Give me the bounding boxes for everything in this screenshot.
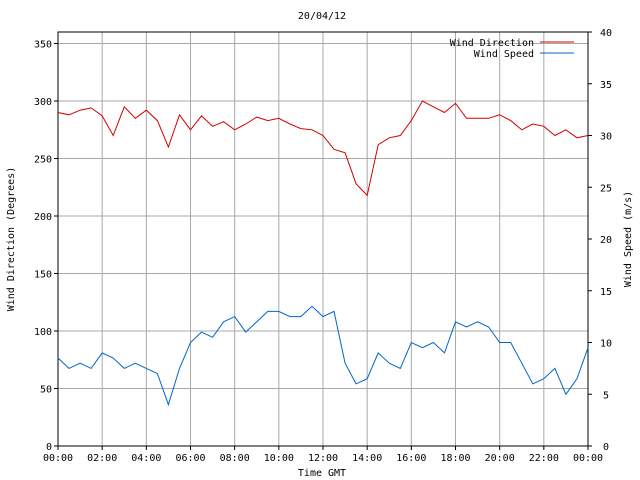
chart-axes: 00:00 02:00 04:00 06:00 08:00 10:00 12:00 14:00… [34, 28, 612, 464]
y-left-tick-label: 200 [34, 212, 52, 223]
y-right-tick-label: 10 [600, 339, 612, 350]
chart-series [57, 100, 589, 407]
chart-grid [57, 32, 589, 447]
x-tick-label: 02:00 [87, 453, 117, 464]
y-left-tick-label: 150 [34, 270, 52, 281]
x-tick-label: 20:00 [485, 453, 515, 464]
y-left-tick-label: 250 [34, 155, 52, 166]
x-tick-label: 18:00 [440, 453, 470, 464]
y-right-tick-label: 5 [603, 390, 609, 401]
y-right-tick-label: 40 [600, 28, 612, 39]
y-left-tick-label: 0 [46, 442, 52, 453]
series-line-wind-speed [57, 305, 589, 407]
chart-title: 20/04/12 [298, 11, 346, 22]
x-tick-label: 04:00 [131, 453, 161, 464]
y-right-tick-label: 25 [600, 183, 612, 194]
y-right-tick-label: 0 [603, 442, 609, 453]
y-left-tick-label: 350 [34, 40, 52, 51]
y-right-tick-label: 15 [600, 287, 612, 298]
legend-label-wind-direction: Wind Direction [450, 38, 534, 49]
x-tick-label: 08:00 [220, 453, 250, 464]
x-tick-label: 00:00 [573, 453, 603, 464]
x-tick-label: 06:00 [175, 453, 205, 464]
chart-legend: Wind Direction Wind Speed [450, 38, 574, 60]
x-tick-label: 10:00 [264, 453, 294, 464]
series-line-wind-direction [57, 100, 589, 197]
y-left-tick-label: 300 [34, 97, 52, 108]
y-right-tick-label: 20 [600, 235, 612, 246]
y-right-tick-label: 35 [600, 80, 612, 91]
y-left-tick-label: 100 [34, 327, 52, 338]
y-left-tick-label: 50 [40, 385, 52, 396]
x-tick-label: 14:00 [352, 453, 382, 464]
y-right-tick-label: 30 [600, 132, 612, 143]
y-axis-right-label: Wind Speed (m/s) [623, 191, 634, 287]
legend-label-wind-speed: Wind Speed [474, 49, 534, 60]
x-tick-label: 16:00 [396, 453, 426, 464]
x-tick-label: 12:00 [308, 453, 338, 464]
x-axis-label: Time GMT [298, 468, 346, 479]
x-tick-label: 00:00 [43, 453, 73, 464]
y-axis-left-label: Wind Direction (Degrees) [6, 167, 17, 312]
x-tick-label: 22:00 [529, 453, 559, 464]
